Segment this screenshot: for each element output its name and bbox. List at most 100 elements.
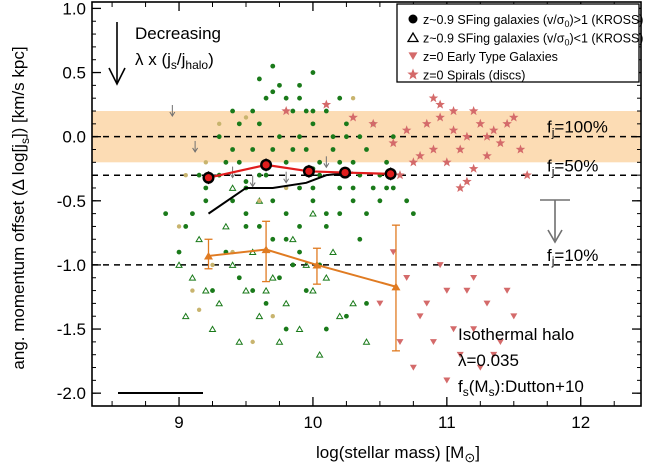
arrow-head [108, 67, 126, 86]
green-point [256, 224, 262, 229]
tan-point [270, 314, 275, 319]
green-point [364, 147, 369, 152]
green-point [344, 121, 349, 127]
open-triangle-point [228, 184, 237, 191]
reference-line-label: fj=100% [547, 118, 608, 140]
green-point [250, 147, 256, 152]
tan-point [183, 172, 188, 178]
running-median-line [207, 171, 354, 215]
y-axis-title: ang. momentum offset (Δ log[js]) [km/s k… [9, 46, 32, 369]
green-point [210, 288, 215, 293]
spiral-star-point [281, 106, 291, 116]
green-point [250, 288, 256, 293]
green-point [323, 224, 329, 229]
early-type-point [443, 377, 451, 384]
green-point [384, 185, 389, 191]
green-point [236, 275, 242, 281]
tan-point [243, 115, 249, 120]
green-point [263, 300, 269, 306]
green-point [190, 211, 195, 217]
red-median-point [204, 174, 213, 182]
spiral-star-point [455, 183, 465, 192]
orange-median-line [208, 248, 397, 288]
green-point [330, 134, 336, 140]
green-point [344, 134, 349, 140]
early-type-point [389, 249, 397, 256]
green-point [290, 147, 296, 152]
open-triangle-point [175, 261, 183, 268]
green-point [183, 224, 189, 229]
open-triangle-point [309, 286, 317, 294]
spiral-star-point [448, 106, 459, 116]
green-point [317, 159, 323, 165]
early-type-point [470, 274, 478, 281]
green-point [203, 198, 209, 204]
tan-point [203, 160, 209, 165]
spiral-star-point [509, 112, 519, 122]
green-point [270, 89, 276, 95]
open-triangle-point [349, 299, 357, 307]
green-point [310, 121, 316, 127]
green-point [250, 108, 256, 114]
spiral-star-point [489, 125, 499, 135]
green-point [256, 172, 262, 178]
tan-point [217, 121, 222, 127]
green-point [277, 275, 282, 281]
early-type-point [429, 339, 437, 346]
open-triangle-point [282, 299, 291, 307]
green-point [357, 134, 363, 140]
green-point [410, 211, 416, 217]
spiral-star-point [462, 176, 472, 186]
green-point [404, 198, 410, 204]
open-triangle-point [195, 235, 203, 243]
green-point [290, 108, 296, 114]
legend-box [396, 3, 640, 83]
open-triangle-point [362, 338, 371, 345]
x-tick-label: 9 [174, 413, 183, 432]
spiral-star-point [428, 93, 439, 103]
tan-point [350, 95, 356, 101]
green-point [196, 172, 202, 178]
spiral-star-point [442, 157, 452, 167]
green-point [337, 159, 343, 165]
model-dutton: fs(Ms):Dutton+10 [458, 377, 584, 399]
reference-line-label: fj=50% [547, 156, 598, 178]
green-point [176, 249, 182, 255]
early-type-point [496, 339, 504, 346]
green-point [163, 211, 169, 217]
early-type-point [403, 274, 411, 281]
green-point [283, 159, 289, 165]
upper-limit-arrow-head [283, 178, 290, 184]
axes: 9 10 11 12 1.0 0.5 0.0 -0.5 -1.0 -1.5 -2.0 [57, 0, 642, 432]
orange-median-point [261, 245, 271, 254]
green-point [323, 108, 329, 114]
early-type-point [510, 313, 518, 320]
green-point [270, 198, 276, 204]
open-triangle-point [295, 325, 304, 332]
legend-label: z=0 Early Type Galaxies [423, 50, 558, 64]
red-median-point [341, 168, 349, 177]
spiral-star-point [368, 118, 378, 128]
spiral-star-point [468, 106, 479, 116]
svg-text:log(stellar mass) [M⊙]: log(stellar mass) [M⊙] [316, 443, 480, 465]
early-type-point [503, 287, 511, 294]
open-triangle-point [315, 351, 324, 358]
spiral-star-point [321, 99, 332, 109]
green-point [243, 224, 249, 229]
green-point [243, 179, 249, 184]
red-median-point [305, 167, 313, 175]
spiral-star-point [502, 118, 512, 128]
early-type-point [483, 300, 491, 307]
spiral-star-point [468, 163, 479, 173]
plot-frame [91, 1, 642, 407]
x-tick-label: 10 [303, 413, 322, 432]
early-type-point [463, 287, 471, 294]
legend-marker [406, 31, 420, 43]
green-point [263, 95, 269, 101]
open-triangle-point [309, 209, 317, 217]
early-type-point [409, 364, 417, 371]
green-point [377, 198, 383, 204]
tan-point [190, 288, 195, 293]
early-type-point [456, 351, 464, 358]
early-type-point [436, 262, 444, 269]
